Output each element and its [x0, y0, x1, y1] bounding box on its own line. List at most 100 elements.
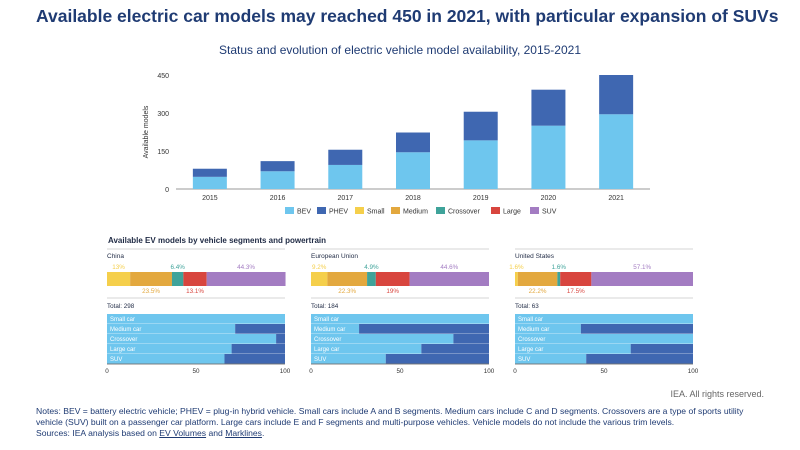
region-name: United States: [515, 253, 555, 260]
share-label-medium: 22.3%: [338, 288, 356, 295]
share-segment-small: [515, 272, 518, 286]
bev-bar-small-car: [311, 314, 489, 324]
ev-volumes-link[interactable]: EV Volumes: [159, 428, 207, 438]
bar-phev-2020: [531, 89, 566, 126]
phev-bar-suv: [586, 354, 693, 364]
share-segment-large: [560, 272, 592, 286]
x-tick-label: 100: [688, 368, 699, 375]
marklines-link[interactable]: Marklines: [225, 428, 262, 438]
sources-end: .: [261, 428, 265, 438]
row-label: Large car: [314, 347, 339, 353]
phev-bar-medium-car: [580, 324, 693, 334]
bev-bar-small-car: [107, 314, 285, 324]
share-label-large: 13.1%: [186, 288, 204, 295]
model-availability-chart: 0 150 300 450 Available models 2015 2016 2017 20…: [143, 73, 650, 216]
x-tick-label: 2016: [270, 195, 286, 202]
page-title: Available electric car models may reache…: [36, 6, 779, 26]
share-label-medium: 22.2%: [529, 288, 547, 295]
share-segment-suv: [591, 272, 693, 286]
region-name: European Union: [311, 253, 358, 260]
sources-prefix: Sources: IEA analysis based on: [36, 428, 160, 438]
bev-bar-small-car: [515, 314, 693, 324]
legend-swatch-small: [355, 207, 364, 214]
legend-item-small: Small: [355, 207, 385, 216]
legend-item-large: Large: [491, 207, 521, 216]
share-label-suv: 44.3%: [237, 264, 255, 271]
legend-swatch-large: [491, 207, 500, 214]
legend-swatch-suv: [530, 207, 539, 214]
row-label: Large car: [518, 347, 543, 353]
legend-swatch-crossover: [436, 207, 445, 214]
share-segment-large: [375, 272, 410, 286]
row-label: Small car: [314, 317, 339, 323]
bev-bar-crossover: [107, 334, 277, 344]
legend-swatch-bev: [285, 207, 294, 214]
bev-bar-suv: [107, 354, 225, 364]
bar-phev-2021: [599, 75, 634, 115]
row-label: SUV: [110, 357, 122, 363]
row-label: Small car: [110, 317, 135, 323]
share-label-suv: 57.1%: [633, 264, 651, 271]
x-tick-label: 0: [309, 368, 313, 375]
row-label: Medium car: [110, 327, 141, 333]
x-tick-label: 100: [280, 368, 291, 375]
share-label-suv: 44.6%: [440, 264, 458, 271]
legend-item-crossover: Crossover: [436, 207, 481, 216]
share-label-crossover: 4.9%: [364, 264, 379, 271]
bev-bar-crossover: [515, 334, 693, 344]
share-label-large: 17.5%: [567, 288, 585, 295]
legend-item-phev: PHEV: [317, 207, 348, 216]
x-tick-label: 50: [600, 368, 608, 375]
row-label: SUV: [518, 357, 530, 363]
legend-label: PHEV: [329, 209, 348, 216]
share-segment-small: [107, 272, 131, 286]
share-segment-crossover: [367, 272, 376, 286]
bar-bev-2020: [531, 125, 566, 189]
bar-phev-2015: [192, 168, 227, 177]
legend-label: Crossover: [448, 209, 481, 216]
legend-label: Large: [503, 209, 521, 216]
row-label: Medium car: [518, 327, 549, 333]
bar-phev-2018: [396, 132, 430, 153]
legend-swatch-phev: [317, 207, 326, 214]
panel-china: China 13% 23.5% 6.4% 13.1% 44.3% Total: 298 Sma…: [105, 248, 291, 375]
share-label-small: 9.2%: [312, 264, 327, 271]
share-label-medium: 23.5%: [142, 288, 160, 295]
share-segment-small: [311, 272, 328, 286]
legend-label: BEV: [297, 209, 311, 216]
segment-breakdown-chart: Available EV models by vehicle segments …: [105, 236, 699, 375]
share-segment-suv: [206, 272, 286, 286]
row-label: SUV: [314, 357, 326, 363]
y-tick-label: 150: [157, 149, 169, 156]
phev-bar-crossover: [453, 334, 489, 344]
copyright-note: IEA. All rights reserved.: [670, 389, 764, 399]
bev-bar-medium-car: [311, 324, 360, 334]
chart-title: Status and evolution of electric vehicle…: [219, 43, 581, 57]
x-tick-label: 100: [484, 368, 495, 375]
panel-united-states: United States 1.6% 22.2% 1.6% 17.5% 57.1% Tota…: [509, 248, 699, 375]
y-tick-label: 0: [165, 187, 169, 194]
row-label: Small car: [518, 317, 543, 323]
x-tick-label: 0: [513, 368, 517, 375]
phev-bar-large-car: [231, 344, 285, 354]
legend-item-medium: Medium: [391, 207, 428, 216]
sources-and: and: [206, 428, 226, 438]
phev-bar-medium-car: [359, 324, 489, 334]
row-label: Crossover: [110, 337, 137, 343]
phev-bar-suv: [385, 354, 489, 364]
x-tick-label: 50: [192, 368, 200, 375]
bev-bar-suv: [515, 354, 587, 364]
share-label-small: 13%: [112, 264, 125, 271]
bev-bar-large-car: [107, 344, 232, 354]
segments-section-title: Available EV models by vehicle segments …: [108, 236, 326, 245]
x-tick-label: 2015: [202, 195, 218, 202]
bar-bev-2016: [260, 171, 295, 189]
phev-bar-suv: [224, 354, 285, 364]
row-label: Crossover: [518, 337, 545, 343]
share-segment-medium: [517, 272, 558, 286]
y-axis-label: Available models: [143, 105, 150, 158]
phev-bar-large-car: [421, 344, 489, 354]
legend-label: SUV: [542, 209, 557, 216]
x-tick-label: 2017: [337, 195, 353, 202]
x-tick-label: 2018: [405, 195, 421, 202]
